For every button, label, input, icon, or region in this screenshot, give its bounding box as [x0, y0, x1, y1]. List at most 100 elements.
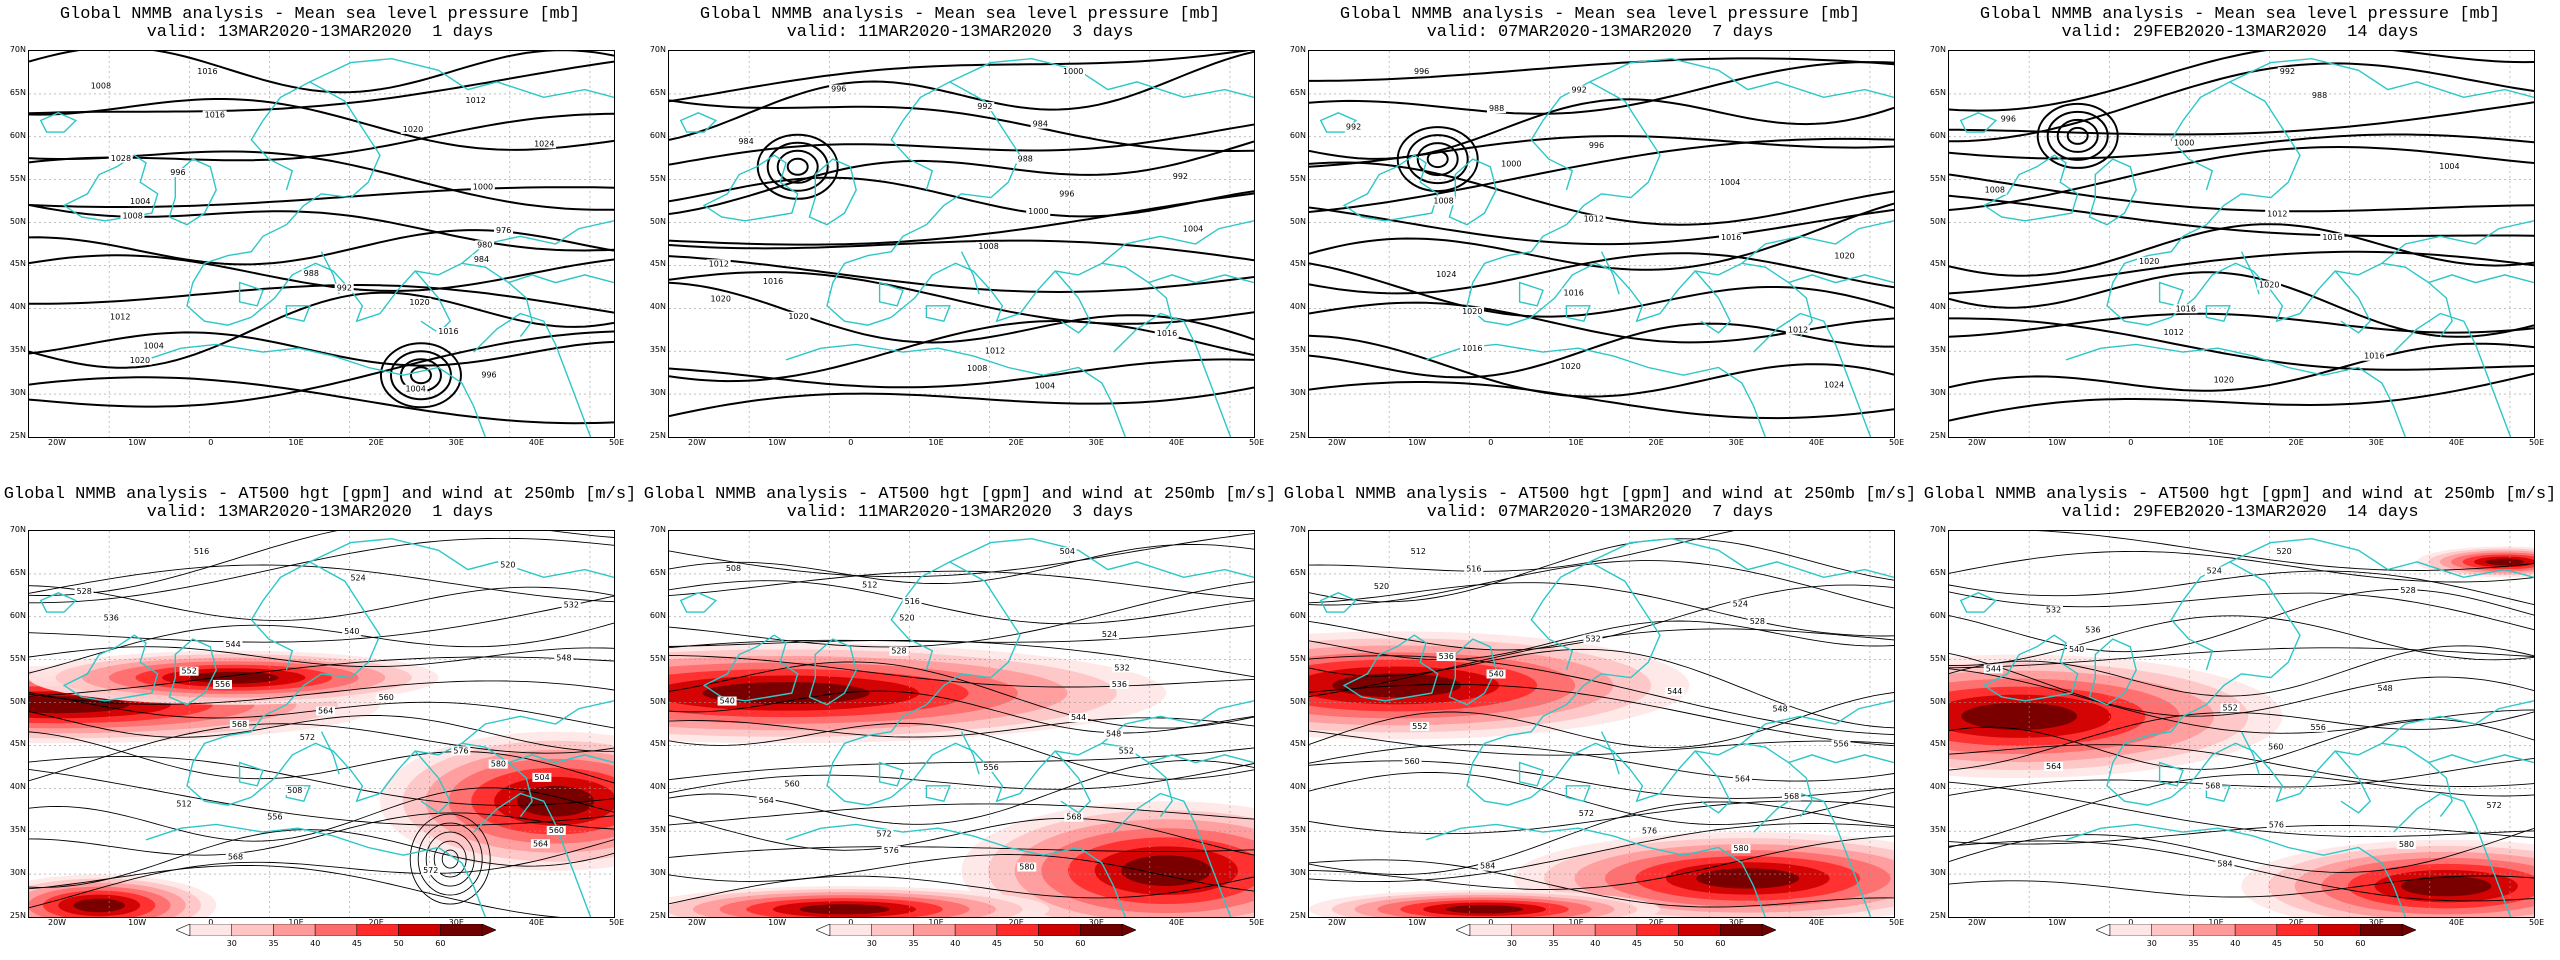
- contour-value-label: 584: [2217, 860, 2232, 869]
- contour-value-label: 528: [77, 587, 92, 596]
- lat-tick-label: 55N: [1289, 173, 1306, 183]
- map-frame: 504 508 512 516 520 524 528 532 536 540 544 548 552 5…: [668, 530, 1255, 918]
- lon-tick-label: 10W: [128, 918, 147, 927]
- lon-tick-label: 0: [2128, 438, 2134, 447]
- lat-tick-label: 60N: [1929, 130, 1946, 140]
- lat-tick-label: 45N: [649, 259, 666, 269]
- lon-tick-label: 10E: [2208, 918, 2224, 927]
- contour-value-label: 520: [500, 560, 515, 569]
- lat-tick-label: 45N: [1929, 739, 1946, 749]
- hgt-wind-panel: Global NMMB analysis - AT500 hgt [gpm] a…: [1920, 480, 2560, 960]
- contour-value-label: 996: [2001, 115, 2016, 124]
- lon-tick-label: 20E: [368, 438, 384, 447]
- contour-value-label: 1020: [403, 125, 423, 134]
- lat-tick-label: 50N: [1929, 696, 1946, 706]
- contour-value-label: 568: [232, 720, 247, 729]
- lon-tick-label: 40E: [2448, 918, 2465, 927]
- lon-tick-label: 30E: [2368, 438, 2384, 447]
- lon-tick-label: 10E: [2208, 438, 2224, 447]
- map-frame: 520 524 528 532 536 540 544 548 552 556 560 564 568 5…: [1948, 530, 2535, 918]
- lon-tick-label: 40E: [1808, 918, 1825, 927]
- map-frame: 1016 1008 1012 1016 1020 1024 1028 996 1000 1004 1…: [28, 50, 615, 438]
- lon-tick-label: 0: [208, 438, 214, 447]
- pressure-isobars: [1309, 57, 1894, 420]
- lon-tick-label: 0: [2128, 918, 2134, 927]
- contour-value-label: 512: [1411, 547, 1426, 556]
- contour-value-label: 992: [1173, 172, 1188, 181]
- contour-value-label: 564: [2046, 762, 2061, 771]
- contour-value-label: 540: [2069, 645, 2084, 654]
- contour-value-label: 528: [2400, 586, 2415, 595]
- map-canvas: 1000 996 992 984 984 988 992 996 1000 1004 1008 101…: [669, 51, 1254, 437]
- lon-tick-label: 10W: [2048, 438, 2067, 447]
- contour-value-label: 1016: [2176, 304, 2196, 313]
- lat-tick-label: 30N: [9, 388, 26, 398]
- contour-value-label: 1016: [1564, 288, 1584, 297]
- contour-value-label: 524: [1733, 600, 1748, 609]
- lat-tick-label: 65N: [9, 87, 26, 97]
- lon-tick-label: 0: [848, 438, 854, 447]
- lat-tick-label: 65N: [649, 87, 666, 97]
- colorbar-tick-label: 50: [393, 939, 404, 948]
- contour-value-label: 1016: [1157, 329, 1177, 338]
- lon-tick-label: 30E: [448, 918, 464, 927]
- colorbar-tick-label: 30: [866, 939, 877, 948]
- contour-value-label: 980: [477, 240, 492, 249]
- lat-tick-label: 50N: [9, 696, 26, 706]
- map-frame: 512 516 520 524 528 532 536 540 544 548 552 556 560 5…: [1308, 530, 1895, 918]
- graticule: [29, 531, 614, 917]
- lat-tick-label: 70N: [1289, 525, 1306, 534]
- contour-value-label: 996: [1059, 189, 1074, 198]
- contour-value-label: 504: [534, 773, 549, 782]
- contour-value-label: 992: [337, 284, 352, 293]
- lat-tick-label: 70N: [649, 525, 666, 534]
- lon-tick-label: 20W: [1328, 918, 1347, 927]
- coastlines: [679, 537, 1254, 917]
- contour-value-label: 568: [1066, 813, 1081, 822]
- contour-value-label: 576: [2269, 821, 2284, 830]
- lat-tick-label: 55N: [649, 653, 666, 663]
- map-canvas: 504 508 512 516 520 524 528 532 536 540 544 548 552 5…: [669, 531, 1254, 917]
- mslp-panel: Global NMMB analysis - Mean sea level pr…: [1280, 0, 1920, 480]
- colorbar-tick-label: 45: [351, 939, 363, 948]
- contour-value-label: 1028: [111, 154, 131, 163]
- panel-title: Global NMMB analysis - AT500 hgt [gpm] a…: [1283, 485, 1917, 504]
- contour-value-label: 1012: [2267, 209, 2287, 218]
- contour-value-label: 556: [2311, 723, 2326, 732]
- contour-value-label: 1020: [2259, 281, 2279, 290]
- lon-tick-label: 10W: [768, 918, 787, 927]
- panel-valid-date: valid: 29FEB2020-13MAR2020 14 days: [2061, 503, 2419, 522]
- contour-value-label: 584: [1480, 862, 1495, 871]
- contour-labels: 520 524 528 532 536 540 544 548 552 556 560 564 568 5…: [1983, 547, 2504, 869]
- contour-value-label: 976: [496, 226, 511, 235]
- contour-value-label: 1008: [967, 364, 987, 373]
- contour-value-label: 984: [738, 137, 753, 146]
- contour-value-label: 564: [318, 707, 333, 716]
- map-canvas: 996 992 988 992 996 1000 1004 1008 1012 1016 1020 1…: [1309, 51, 1894, 437]
- pressure-isobars: [669, 51, 1254, 418]
- lat-tick-label: 65N: [649, 567, 666, 577]
- contour-value-label: 988: [1018, 155, 1033, 164]
- lat-tick-label: 30N: [9, 868, 26, 878]
- contour-labels: 504 508 512 516 520 524 528 532 536 540 544 548 552 5…: [717, 547, 1136, 872]
- height-contours: [1309, 531, 1894, 908]
- lon-tick-label: 20W: [1968, 918, 1987, 927]
- contour-value-label: 516: [905, 597, 920, 606]
- colorbar-tick-label: 50: [2313, 939, 2324, 948]
- map-frame: 1000 996 992 984 984 988 992 996 1000 1004 1008 101…: [668, 50, 1255, 438]
- colorbar-tick-label: 30: [226, 939, 237, 948]
- contour-value-label: 1004: [130, 197, 150, 206]
- lon-tick-label: 10E: [928, 918, 944, 927]
- lat-tick-label: 60N: [9, 130, 26, 140]
- colorbar-tick-label: 30: [2146, 939, 2157, 948]
- contour-value-label: 1016: [1462, 344, 1482, 353]
- colorbar-tick-label: 35: [268, 939, 279, 948]
- panel-title: Global NMMB analysis - Mean sea level pr…: [1339, 5, 1861, 24]
- contour-value-label: 1016: [2364, 352, 2384, 361]
- lat-tick-label: 40N: [1929, 782, 1946, 792]
- contour-value-label: 532: [564, 600, 579, 609]
- contour-value-label: 560: [379, 693, 394, 702]
- contour-value-label: 1012: [466, 96, 486, 105]
- lon-tick-label: 0: [1488, 918, 1494, 927]
- graticule: [1309, 531, 1894, 917]
